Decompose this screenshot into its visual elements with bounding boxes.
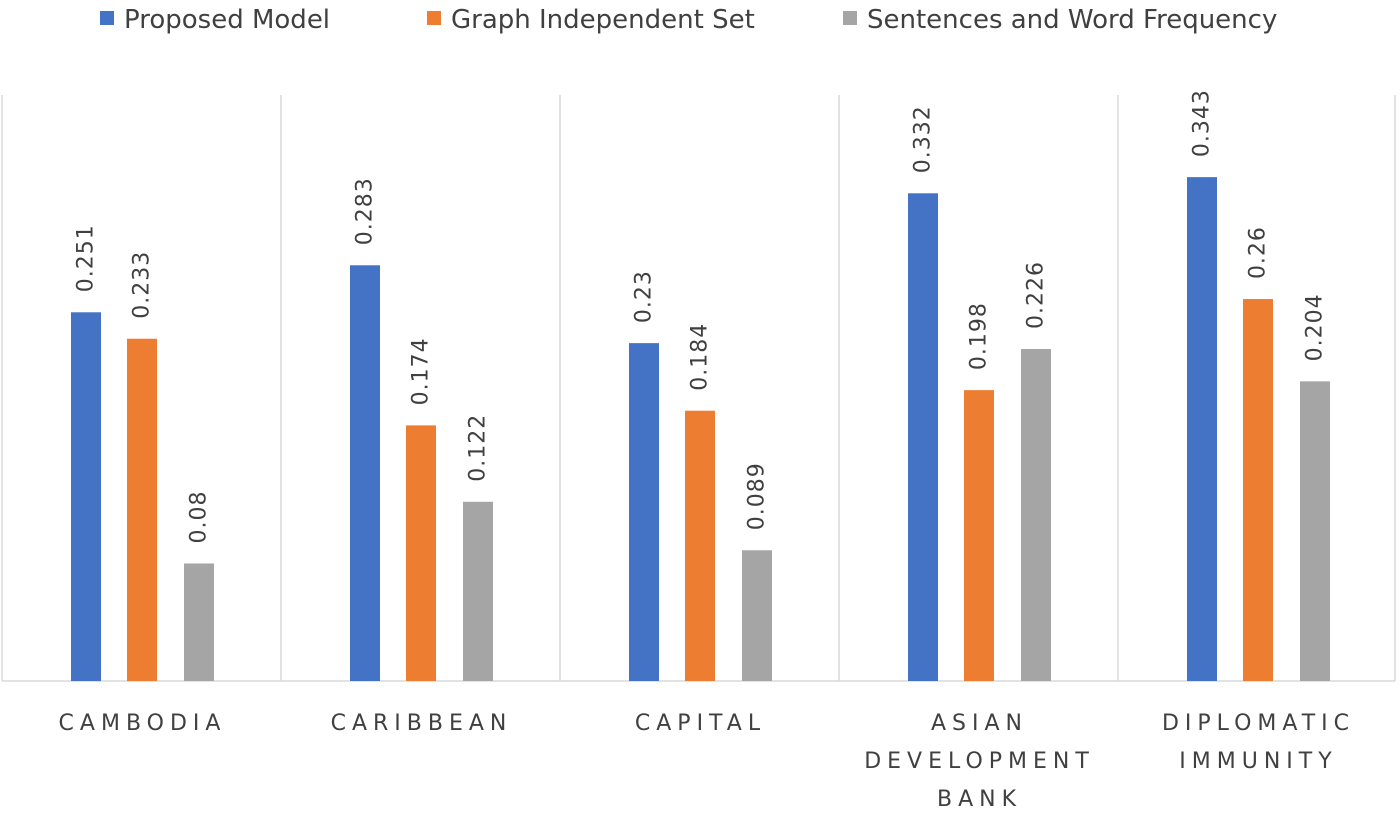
legend-label-3: Sentences and Word Frequency [867,5,1277,35]
bar-1-5 [1187,177,1217,681]
category-label-4-line-2: DEVELOPMENT [864,749,1095,774]
bar-2-3 [685,410,715,681]
bar-3-4 [1021,349,1051,681]
bar-2-1 [127,338,157,681]
bar-3-3 [742,550,772,681]
bar-1-1 [71,312,101,681]
value-label-1-5: 0.343 [1190,89,1215,157]
bars [71,177,1330,682]
bar-3-5 [1300,381,1330,681]
value-label-3-5: 0.204 [1303,293,1328,361]
category-label-3-line-1: CAPITAL [635,711,766,736]
category-label-5-line-1: DIPLOMATIC [1162,711,1355,736]
bar-2-4 [964,390,994,681]
value-label-2-1: 0.233 [130,251,155,319]
legend-label-1: Proposed Model [124,5,330,35]
value-label-2-5: 0.26 [1246,226,1271,279]
value-label-3-1: 0.08 [187,490,212,543]
bar-3-1 [184,563,214,681]
value-label-2-4: 0.198 [967,302,992,370]
value-labels: 0.251 0.233 0.08 0.283 0.174 0.122 0.23 0.184 0.… [74,89,1328,543]
category-label-2-line-1: CARIBBEAN [331,711,513,736]
category-label-4-line-3: BANK [937,787,1022,812]
legend-swatch-3 [843,11,857,25]
bar-1-4 [908,193,938,682]
legend-swatch-2 [427,11,441,25]
category-label-4-line-1: ASIAN [931,711,1028,736]
value-label-1-4: 0.332 [911,105,936,173]
bar-2-2 [406,425,436,681]
value-label-3-2: 0.122 [466,414,491,482]
value-label-3-4: 0.226 [1024,261,1049,329]
value-label-1-2: 0.283 [353,177,378,245]
bar-1-3 [629,343,659,681]
bar-3-2 [463,501,493,681]
value-label-1-1: 0.251 [74,224,99,292]
bar-1-2 [350,265,380,681]
category-label-1-line-1: CAMBODIA [59,711,227,736]
legend: Proposed Model Graph Independent Set Sente… [100,5,1277,35]
legend-label-2: Graph Independent Set [451,5,755,35]
value-label-3-3: 0.089 [745,462,770,530]
legend-swatch-1 [100,11,114,25]
value-label-2-2: 0.174 [409,337,434,405]
value-label-1-3: 0.23 [632,270,657,323]
value-label-2-3: 0.184 [688,323,713,391]
bar-2-5 [1243,299,1273,681]
category-label-5-line-2: IMMUNITY [1179,749,1337,774]
category-labels: CAMBODIA CARIBBEAN CAPITAL ASIAN DEVELOPMENT… [59,711,1355,812]
